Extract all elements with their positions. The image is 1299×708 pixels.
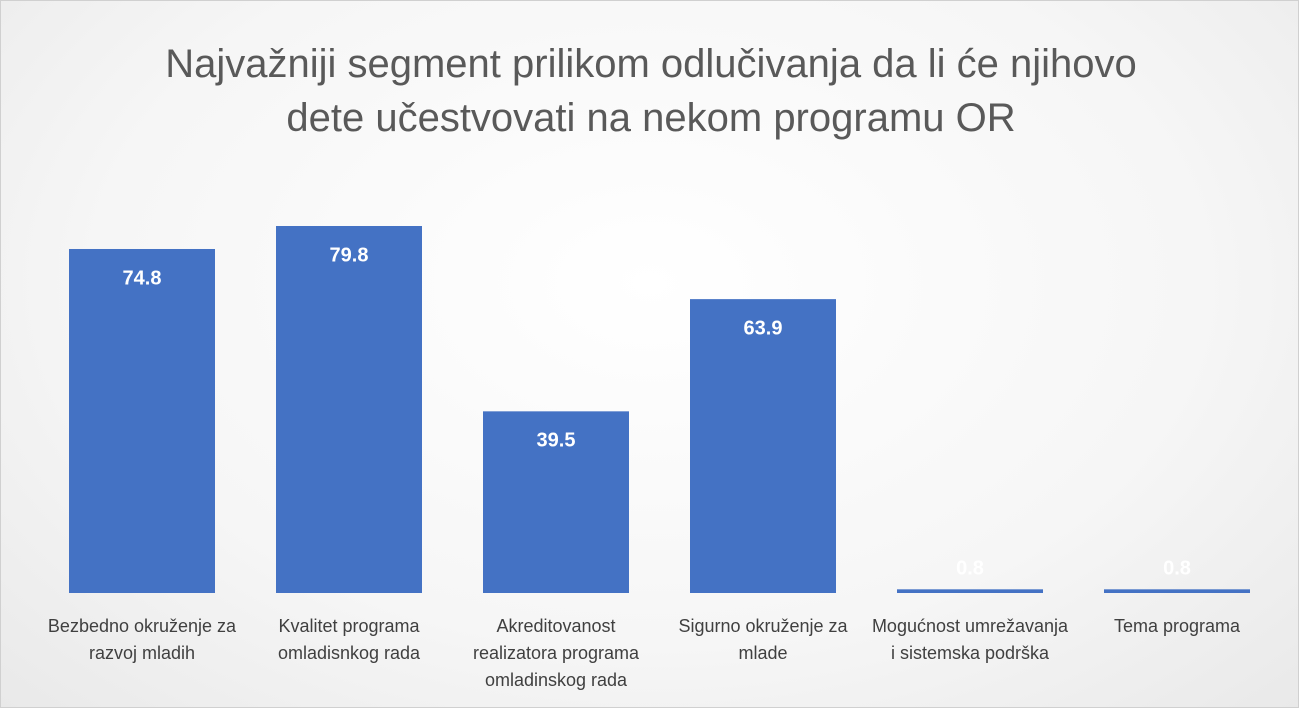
bar [897, 589, 1043, 593]
x-tick-label: Sigurno okruženje za mlade [678, 616, 848, 663]
bar [1104, 589, 1250, 593]
x-tick-label: Kvalitet programa omladisnkog rada [277, 616, 421, 663]
value-label: 74.8 [123, 267, 162, 289]
bar [276, 226, 422, 593]
bar [483, 411, 629, 593]
x-tick-label: Tema programa [1113, 616, 1241, 636]
bar [69, 248, 215, 593]
x-tick-label: Mogućnost umrežavanja i sistemska podršk… [871, 616, 1069, 663]
bar [690, 299, 836, 593]
value-label: 63.9 [744, 317, 783, 339]
x-tick-label: Bezbedno okruženje za razvoj mladih [47, 616, 237, 663]
x-tick-label: Akreditovanost realizatora programa omla… [472, 616, 640, 690]
chart-title: Najvažniji segment prilikom odlučivanja … [165, 42, 1137, 140]
value-label: 0.8 [1163, 557, 1191, 579]
value-label: 0.8 [956, 557, 984, 579]
value-label: 39.5 [537, 430, 576, 452]
value-label: 79.8 [330, 244, 369, 266]
